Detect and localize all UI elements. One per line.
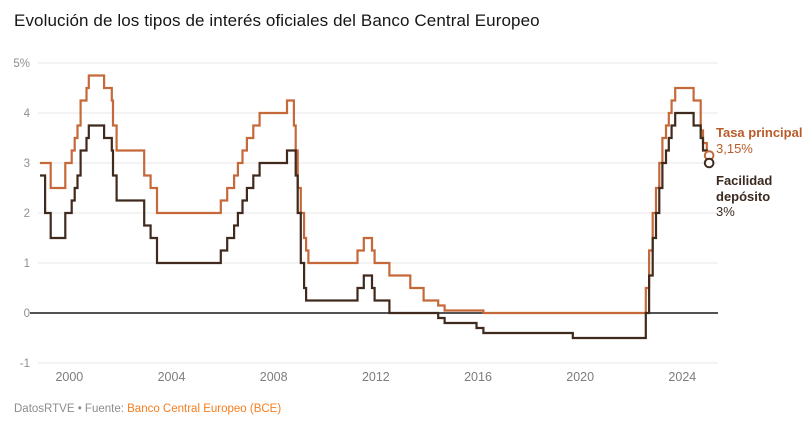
series-value-facilidad-deposito: 3%	[716, 204, 735, 219]
y-tick-label: 4	[24, 108, 31, 120]
y-tick-label: -1	[20, 358, 30, 370]
series-label-facilidad-deposito: Facilidad depósito 3%	[716, 173, 802, 220]
y-tick-label: 3	[24, 158, 30, 170]
series-end-marker-1	[703, 157, 715, 169]
y-tick-label: 2	[24, 208, 30, 220]
x-tick-label: 2020	[566, 370, 594, 384]
series-label-tasa-principal: Tasa principal 3,15%	[716, 125, 802, 156]
series-value-tasa-principal: 3,15%	[716, 140, 753, 156]
x-tick-label: 2012	[362, 370, 390, 384]
x-tick-label: 2024	[668, 370, 696, 384]
series-path-1	[40, 111, 710, 340]
footer: DatosRTVE • Fuente: Banco Central Europe…	[14, 403, 281, 415]
y-tick-label: 0	[24, 308, 30, 320]
series-path-0	[40, 74, 710, 315]
x-tick-label: 2000	[55, 370, 83, 384]
series-name-tasa-principal: Tasa principal	[716, 125, 802, 140]
chart-title: Evolución de los tipos de interés oficia…	[14, 11, 540, 30]
x-tick-label: 2008	[260, 370, 288, 384]
x-tick-label: 2016	[464, 370, 492, 384]
footer-credit: DatosRTVE • Fuente:	[14, 403, 128, 415]
y-tick-label: 5%	[13, 58, 30, 70]
footer-source-link[interactable]: Banco Central Europeo (BCE)	[127, 403, 282, 415]
y-tick-label: 1	[24, 258, 30, 270]
x-tick-label: 2004	[158, 370, 186, 384]
series-name-facilidad-deposito: Facilidad depósito	[716, 173, 773, 204]
